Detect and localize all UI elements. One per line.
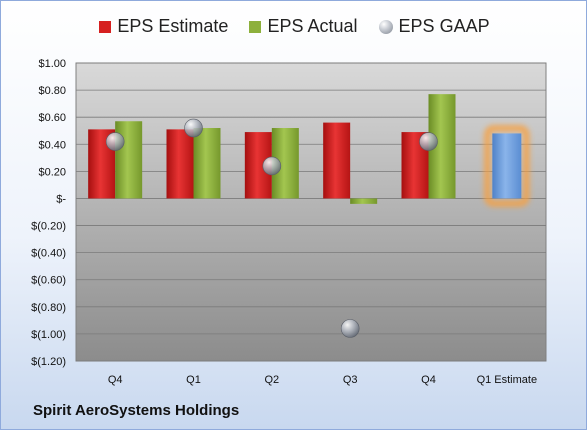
bar-eps-estimate — [323, 122, 351, 199]
y-tick-label: $0.40 — [38, 139, 66, 151]
y-tick-label: $(0.60) — [31, 275, 66, 287]
bar-eps-actual — [193, 128, 221, 199]
x-tick-label: Q1 — [186, 374, 201, 386]
plot-area — [75, 62, 547, 362]
x-tick-label: Q4 — [421, 374, 436, 386]
bar-eps-estimate — [166, 129, 194, 199]
legend-swatch-eps-actual — [249, 20, 262, 33]
bar-eps-actual — [115, 121, 143, 199]
bar-q1-estimate — [492, 133, 522, 199]
legend-label-eps-gaap: EPS GAAP — [398, 15, 490, 36]
y-tick-label: $0.20 — [38, 166, 66, 178]
legend-item-eps-actual: EPS Actual — [249, 15, 358, 37]
point-eps-gaap — [419, 132, 438, 151]
y-tick-label: $1.00 — [38, 58, 66, 70]
x-tick-label: Q2 — [264, 374, 279, 386]
legend-label-eps-actual: EPS Actual — [267, 15, 358, 36]
legend-swatch-eps-gaap — [378, 19, 393, 34]
point-eps-gaap — [262, 156, 282, 176]
y-tick-label: $(1.20) — [31, 356, 66, 368]
y-tick-label: $(1.00) — [31, 329, 66, 341]
y-tick-label: $(0.40) — [31, 248, 66, 260]
x-tick-label: Q3 — [343, 374, 358, 386]
bar-highlight-glow — [484, 125, 530, 207]
y-tick-label: $(0.80) — [31, 302, 66, 314]
bar-eps-actual — [350, 198, 378, 204]
x-tick-label: Q4 — [108, 374, 123, 386]
y-tick-label: $(0.20) — [31, 221, 66, 233]
point-eps-gaap — [340, 319, 360, 338]
y-tick-label: $0.80 — [38, 85, 66, 97]
point-eps-gaap — [184, 118, 203, 138]
legend-swatch-eps-estimate — [99, 20, 112, 33]
company-name: Spirit AeroSystems Holdings — [33, 402, 240, 419]
y-tick-label: $- — [56, 193, 66, 205]
legend-item-eps-gaap: EPS GAAP — [378, 15, 490, 37]
x-tick-label: Q1 Estimate — [477, 374, 538, 386]
point-eps-gaap — [105, 132, 125, 151]
y-tick-label: $0.60 — [38, 112, 66, 124]
legend-label-eps-estimate: EPS Estimate — [117, 15, 229, 36]
legend: EPS Estimate EPS Actual EPS GAAP — [1, 15, 586, 37]
legend-item-eps-estimate: EPS Estimate — [99, 16, 228, 37]
